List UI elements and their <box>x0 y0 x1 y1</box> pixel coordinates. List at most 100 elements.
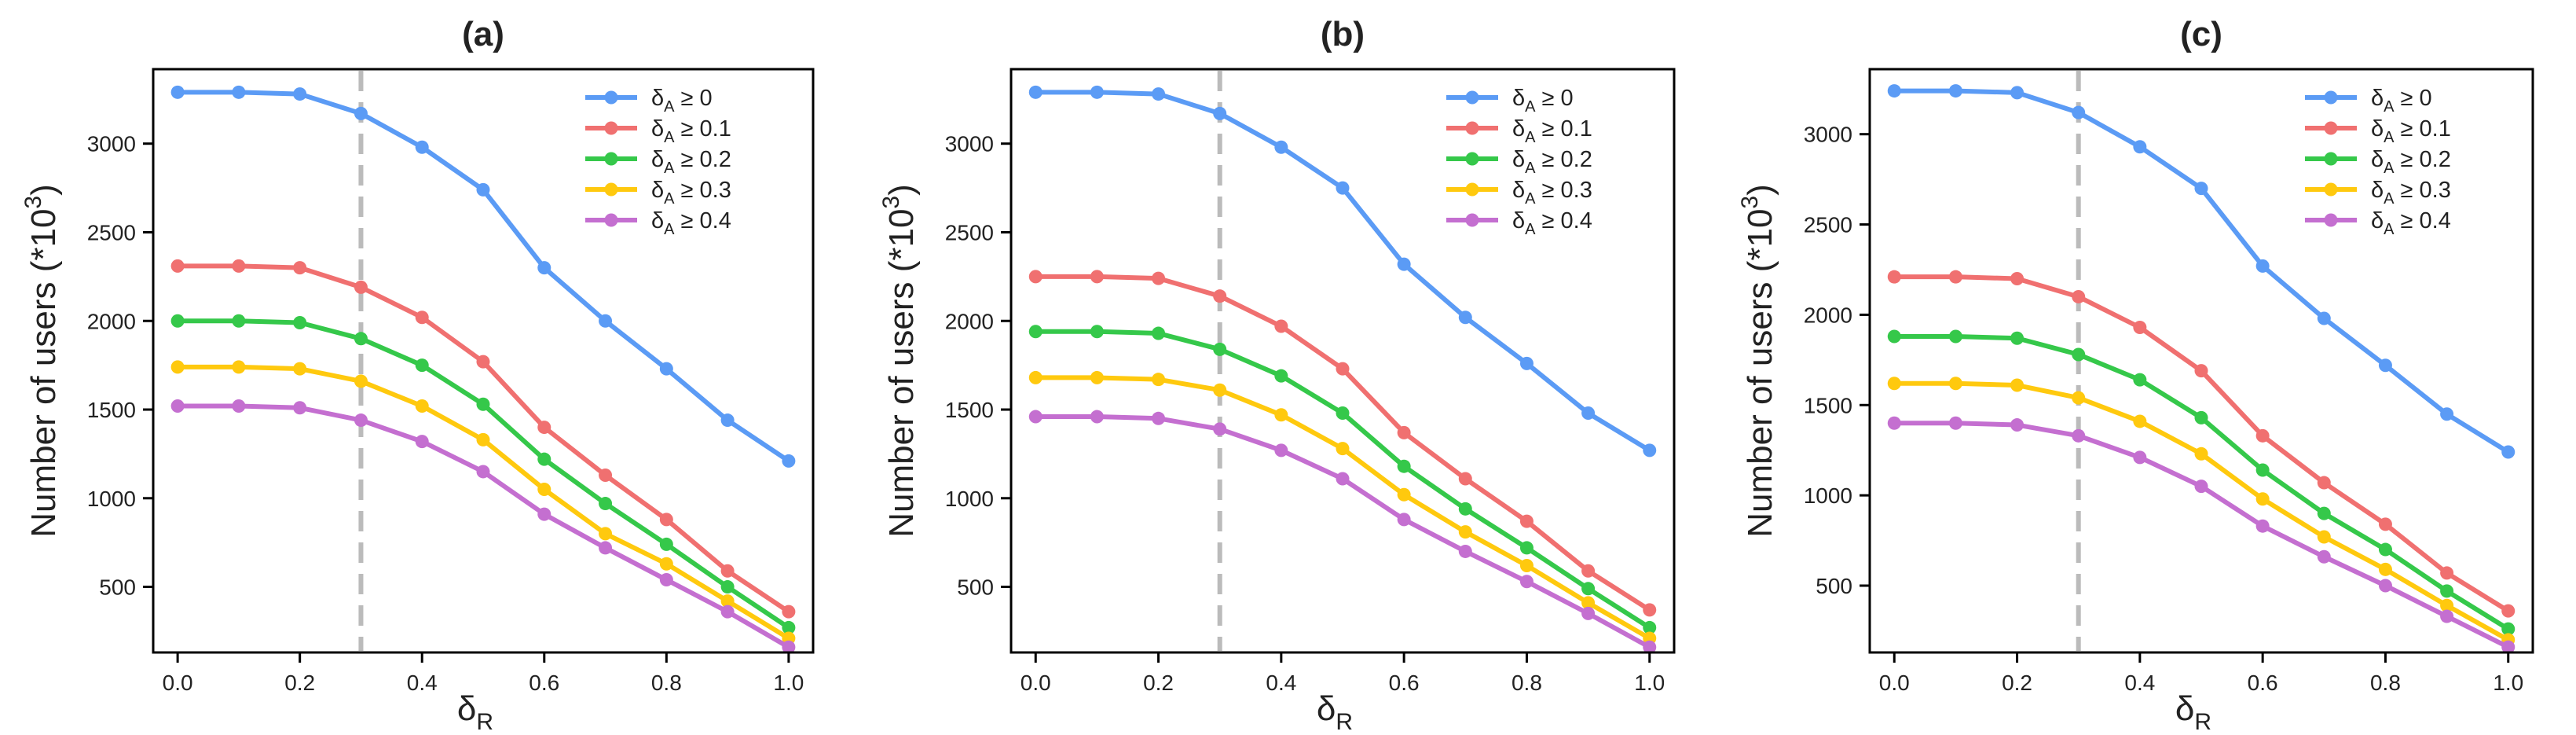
legend-threshold: 0.4 <box>1561 208 1592 233</box>
series-line-0 <box>1894 88 2510 454</box>
data-point <box>1519 541 1534 555</box>
data-point <box>2072 289 2086 303</box>
data-point <box>1336 442 1350 456</box>
data-point <box>2194 410 2208 424</box>
data-point <box>2440 609 2454 623</box>
data-point <box>1581 564 1596 578</box>
data-point <box>170 399 185 413</box>
y-axis-label-text: Number of users (*10 <box>24 209 63 538</box>
y-axis-label-close: ) <box>882 184 921 196</box>
data-point <box>415 435 429 449</box>
data-point <box>2133 140 2147 154</box>
data-point <box>2010 271 2025 285</box>
data-point <box>659 573 673 587</box>
y-axis-label: Number of users (*103) <box>1737 184 1779 538</box>
data-point <box>170 85 185 99</box>
legend-threshold: 0.3 <box>700 178 731 203</box>
plot-frame <box>152 68 815 654</box>
data-point <box>293 362 307 376</box>
data-point <box>476 432 490 447</box>
data-point <box>415 311 429 325</box>
legend-threshold: 0 <box>1561 86 1574 111</box>
data-point <box>2194 182 2208 196</box>
legend-subscript: A <box>2384 129 2395 146</box>
legend-subscript: A <box>2384 221 2395 238</box>
x-tick-label: 0.4 <box>407 671 438 695</box>
data-point <box>2194 480 2208 494</box>
data-point <box>2317 530 2331 544</box>
y-axis-label: Number of users (*103) <box>20 184 63 538</box>
y-axis-label-superscript: 3 <box>1737 196 1763 209</box>
legend-symbol: δ <box>1512 116 1525 141</box>
y-tick-label: 2500 <box>87 220 136 244</box>
legend-symbol: δ <box>651 147 664 172</box>
data-point <box>1519 575 1534 589</box>
x-tick-label: 0.6 <box>529 671 559 695</box>
data-point <box>2010 378 2025 392</box>
x-axis-label: δR <box>1317 689 1353 735</box>
data-point <box>1028 410 1042 424</box>
data-point <box>2194 364 2208 378</box>
data-point <box>1213 383 1227 397</box>
legend-relation: ≥ <box>2395 178 2420 203</box>
data-point <box>1213 422 1227 436</box>
data-point <box>1458 311 1472 325</box>
data-point <box>1887 329 1901 344</box>
x-axis-label: δR <box>457 689 493 735</box>
y-axis-label-close: ) <box>1741 184 1779 196</box>
data-point <box>782 620 796 634</box>
legend-label: δA ≥ 0.4 <box>2371 208 2451 238</box>
data-point <box>293 401 307 415</box>
data-point <box>170 360 185 374</box>
data-point <box>415 358 429 373</box>
data-point <box>720 564 735 578</box>
legend-threshold: 0.4 <box>2420 208 2451 233</box>
data-point <box>2378 579 2392 593</box>
data-point <box>1948 270 1962 284</box>
x-tick-label: 0.6 <box>2248 671 2278 695</box>
legend-swatch-marker <box>1465 152 1479 166</box>
data-point <box>2255 259 2270 273</box>
x-tick-label: 0.4 <box>2124 671 2155 695</box>
data-point <box>1458 502 1472 516</box>
legend-subscript: A <box>664 160 675 177</box>
data-point <box>476 465 490 479</box>
data-point <box>599 468 613 482</box>
data-point <box>1397 487 1411 502</box>
data-point <box>720 580 735 594</box>
data-point <box>232 259 246 273</box>
panel-c: (c) 0.0 0.2 0.4 0.6 0.8 1.0 500 1000 1500 2000 2500… <box>1737 15 2534 735</box>
data-point <box>2010 331 2025 345</box>
legend: δA ≥ 0δA ≥ 0.1δA ≥ 0.2δA ≥ 0.3δA ≥ 0.4 <box>2305 86 2451 238</box>
legend-symbol: δ <box>651 208 664 233</box>
data-point <box>1948 329 1962 344</box>
data-point <box>1397 459 1411 473</box>
data-point <box>232 314 246 328</box>
data-point <box>2440 598 2454 612</box>
x-tick-label: 0.4 <box>1266 671 1296 695</box>
data-point <box>782 454 796 468</box>
data-point <box>293 316 307 330</box>
legend-swatch-marker <box>604 121 618 135</box>
plot-frame <box>1010 68 1676 654</box>
series-line-1 <box>1894 274 2510 613</box>
data-point <box>659 513 673 527</box>
data-point <box>293 261 307 275</box>
legend-label: δA ≥ 0.4 <box>651 208 731 238</box>
y-tick-label: 1500 <box>87 398 136 422</box>
data-point <box>2133 450 2147 465</box>
legend-symbol: δ <box>2371 147 2384 172</box>
data-point <box>1028 85 1042 99</box>
data-point <box>354 280 368 294</box>
data-point <box>1643 603 1657 617</box>
data-point <box>2255 428 2270 443</box>
legend-swatch-marker <box>2324 121 2338 135</box>
legend-symbol: δ <box>2371 86 2384 111</box>
data-point <box>1213 342 1227 356</box>
panel-b: (b) 0.0 0.2 0.4 0.6 0.8 1.0 500 1000 1500 2000 2500… <box>878 15 1676 735</box>
y-tick-label: 1500 <box>1804 393 1852 417</box>
data-point <box>2255 492 2270 506</box>
data-point <box>1152 326 1166 340</box>
data-point <box>1948 84 1962 98</box>
plot-frame <box>1868 68 2534 654</box>
